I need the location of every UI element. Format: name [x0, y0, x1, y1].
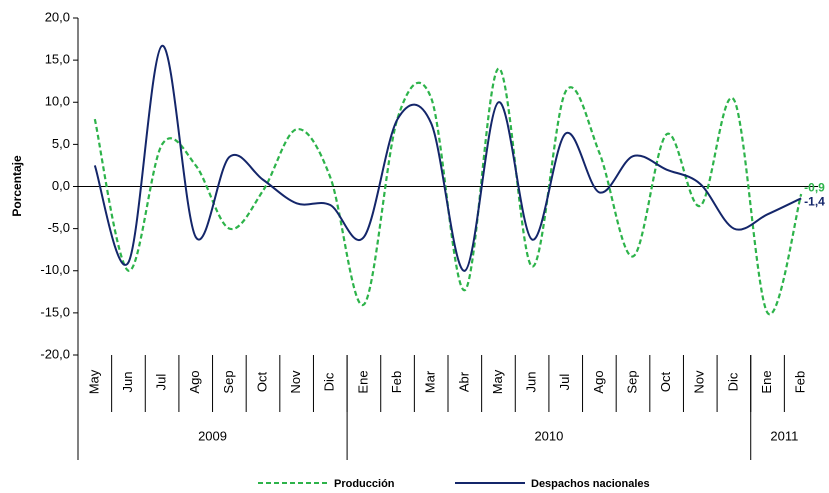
x-tick-label: Jul [154, 374, 169, 391]
x-tick-label: May [490, 369, 505, 394]
y-axis-title: Porcentaje [10, 155, 24, 217]
x-tick-label: Jun [120, 372, 135, 393]
series-line [93, 44, 802, 272]
x-tick-label: Jul [557, 374, 572, 391]
y-tick-label: -20,0 [40, 346, 70, 361]
x-tick-label: Oct [254, 372, 269, 393]
x-tick-label: Oct [658, 372, 673, 393]
x-tick-label: Feb [793, 371, 808, 393]
x-tick-label: Ene [355, 370, 370, 393]
year-label: 2010 [534, 428, 563, 443]
series-line [93, 67, 803, 316]
y-tick-label: 10,0 [45, 94, 70, 109]
y-tick-label: 20,0 [45, 9, 70, 24]
legend-label: Despachos nacionales [531, 478, 650, 490]
x-tick-label: Sep [624, 370, 639, 393]
y-tick-label: 0,0 [52, 178, 70, 193]
x-tick-label: Abr [456, 371, 471, 392]
x-tick-label: Jun [524, 372, 539, 393]
x-tick-label: Ago [591, 370, 606, 393]
x-tick-label: Nov [288, 370, 303, 394]
x-tick-label: May [86, 369, 101, 394]
y-tick-label: -15,0 [40, 304, 70, 319]
y-tick-label: -5,0 [48, 220, 70, 235]
data-label: -1,4 [804, 194, 825, 208]
x-tick-label: Dic [322, 372, 337, 391]
x-tick-label: Ene [759, 370, 774, 393]
year-label: 2011 [770, 428, 798, 443]
year-label: 2009 [198, 428, 227, 443]
x-tick-label: Mar [423, 370, 438, 393]
x-tick-label: Sep [221, 370, 236, 393]
y-tick-label: -10,0 [40, 262, 70, 277]
x-tick-label: Dic [725, 372, 740, 391]
x-tick-label: Ago [187, 370, 202, 393]
x-tick-label: Nov [692, 370, 707, 394]
data-label: -0,9 [804, 180, 825, 194]
x-tick-label: Feb [389, 371, 404, 393]
legend-label: Producción [334, 478, 395, 490]
y-tick-label: 5,0 [52, 136, 70, 151]
y-tick-label: 15,0 [45, 52, 70, 67]
